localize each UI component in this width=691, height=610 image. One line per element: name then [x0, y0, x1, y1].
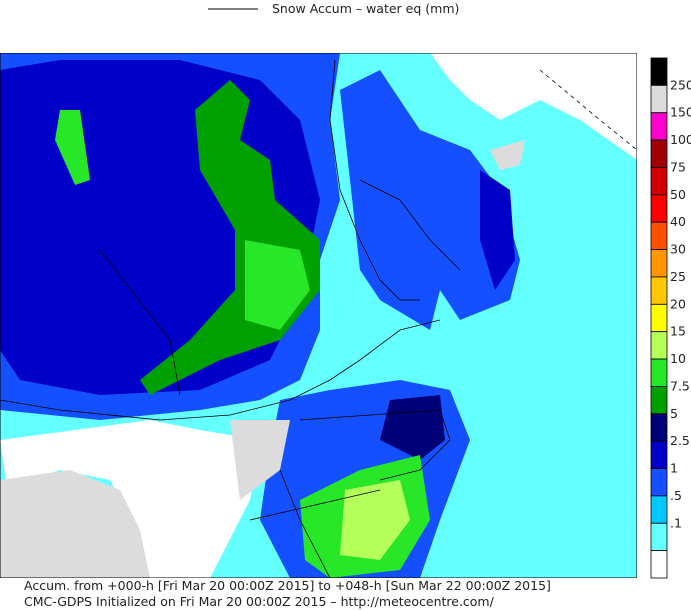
colorbar-label: 75 — [670, 159, 686, 174]
dark-blue-east — [480, 170, 515, 290]
colorbar-label: .1 — [670, 515, 682, 530]
footer-line: CMC-GDPS Initialized on Fri Mar 20 00:00… — [24, 594, 495, 609]
colorbar-box — [650, 550, 668, 579]
map — [0, 53, 637, 578]
green-patch — [55, 110, 90, 185]
colorbar-label: 150 — [670, 105, 691, 120]
colorbar-label: 10 — [670, 351, 686, 366]
colorbar-box — [650, 358, 668, 387]
colorbar-box — [650, 413, 668, 442]
colorbar-label: 100 — [670, 132, 691, 147]
colorbar-box — [650, 303, 668, 333]
colorbar-box — [650, 276, 668, 305]
colorbar-box — [650, 139, 668, 168]
colorbar-label: 250 — [670, 77, 691, 92]
colorbar-label: 2.5 — [670, 433, 690, 448]
land-gray-center — [230, 420, 290, 500]
land-gray — [490, 140, 525, 170]
navy-south — [380, 395, 445, 460]
colorbar-label: .5 — [670, 488, 682, 503]
light-green-south — [340, 480, 410, 560]
colorbar-box — [650, 167, 668, 196]
colorbar-box — [650, 112, 668, 141]
colorbar-label: 30 — [670, 242, 686, 257]
blue-east — [340, 70, 520, 330]
colorbar-box — [650, 495, 668, 524]
no-snow-north — [430, 53, 637, 160]
colorbar-box — [650, 468, 668, 497]
footer-line: Accum. from +000-h [Fri Mar 20 00:00Z 20… — [24, 578, 551, 593]
colorbar-label: 1 — [670, 461, 678, 476]
colorbar-box — [650, 249, 668, 278]
colorbar-box — [650, 221, 668, 250]
colorbar-label: 20 — [670, 296, 686, 311]
colorbar-label: 5 — [670, 406, 678, 421]
colorbar-box — [650, 57, 668, 86]
colorbar-box — [650, 331, 668, 360]
colorbar-box — [650, 386, 668, 415]
boundaries — [0, 59, 637, 578]
colorbar-label: 7.5 — [670, 378, 690, 393]
colorbar-label: 25 — [670, 269, 686, 284]
colorbar: 250 150 100 75 50 40 30 25 20 15 10 7.5 5 2.5 1 .5 .1 — [650, 57, 691, 579]
legend-title: Snow Accum – water eq (mm) — [272, 1, 459, 16]
colorbar-label: 15 — [670, 324, 686, 339]
colorbar-label: 40 — [670, 214, 686, 229]
land-gray-west — [0, 470, 150, 578]
colorbar-box — [650, 440, 668, 469]
light-green-patch — [245, 240, 310, 330]
colorbar-box — [650, 522, 668, 552]
colorbar-box — [650, 84, 668, 114]
colorbar-label: 50 — [670, 187, 686, 202]
colorbar-box — [650, 194, 668, 223]
no-snow-west — [0, 420, 260, 578]
